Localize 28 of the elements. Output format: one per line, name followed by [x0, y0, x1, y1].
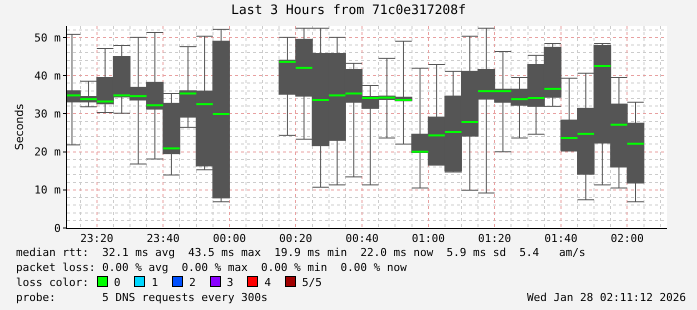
- text: 3: [226, 276, 234, 289]
- text: 1: [151, 276, 158, 289]
- x-tick-label: 02:00: [610, 232, 644, 246]
- text: 5/5: [302, 276, 322, 289]
- x-tick-label: 01:20: [478, 232, 512, 246]
- x-tick-label: 01:40: [544, 232, 578, 246]
- x-tick-label: 00:20: [279, 232, 312, 246]
- text: 2: [189, 276, 196, 289]
- y-tick-label: 50 m: [34, 31, 62, 44]
- text: median rtt: 32.1 ms avg 43.5 ms max 19.9 ms min 22.0 ms now 5.9 ms sd 5.4 am/s: [16, 246, 586, 259]
- text: 0: [114, 276, 120, 289]
- x-tick-label: 00:00: [212, 232, 246, 246]
- x-tick-label: 23:20: [80, 232, 114, 246]
- text: Wed Jan 28 02:11:12 2026: [527, 290, 686, 305]
- x-tick-label: 00:40: [345, 232, 379, 246]
- y-axis-title: Seconds: [12, 104, 26, 150]
- text: packet loss: 0.00 % avg 0.00 % max 0.00 % min 0.00 % now: [16, 261, 407, 274]
- y-tick-label: 40 m: [34, 69, 62, 82]
- y-tick-label: 20 m: [34, 146, 62, 159]
- x-tick-label: 01:00: [412, 232, 445, 246]
- text: loss color:: [16, 276, 89, 289]
- y-tick-label: 30 m: [34, 108, 62, 121]
- x-tick-label: 23:40: [146, 232, 180, 246]
- y-tick-label: 10 m: [34, 184, 62, 197]
- text: 4: [264, 276, 271, 289]
- y-tick-label: 0: [54, 222, 61, 235]
- chart-title: Last 3 Hours from 71c0e317208f: [231, 2, 466, 18]
- text: probe: 5 DNS requests every 300s: [16, 291, 268, 304]
